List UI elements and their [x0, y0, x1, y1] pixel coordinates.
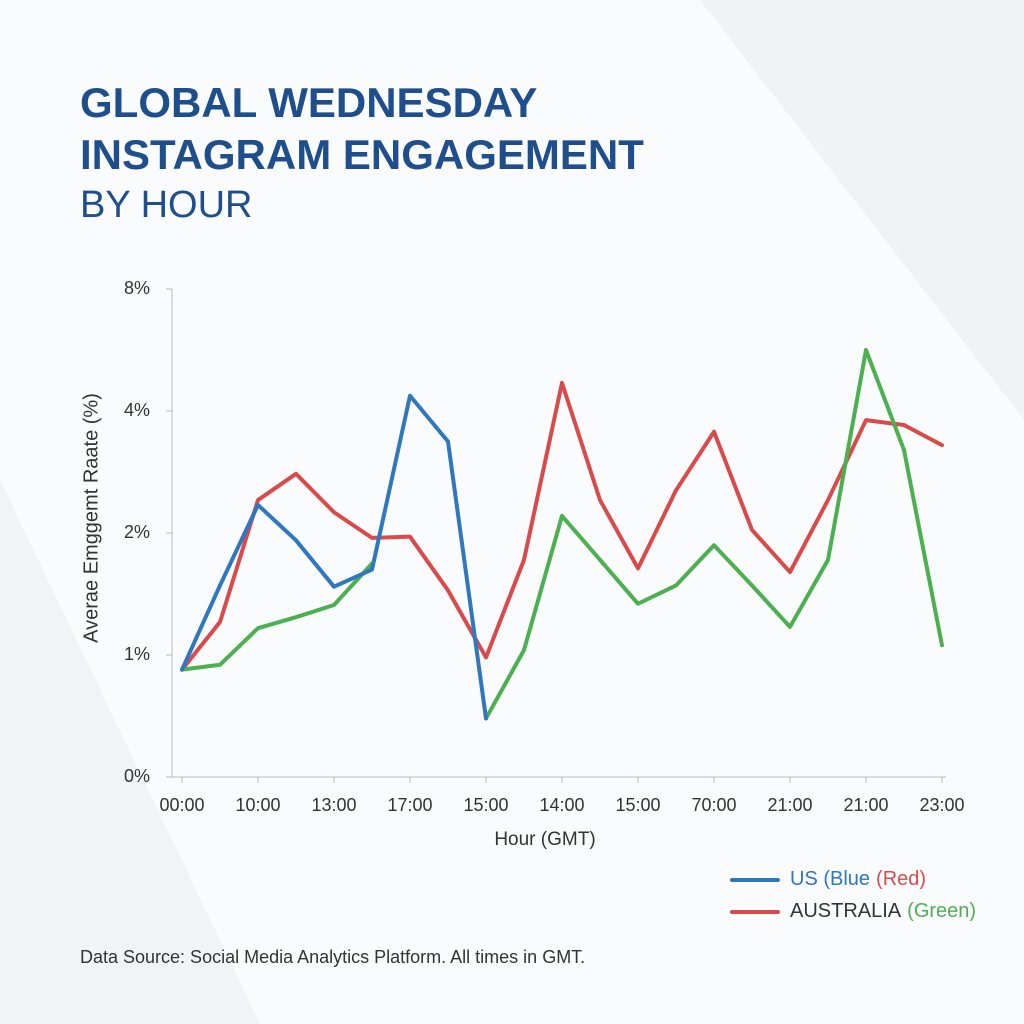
legend-text: (Red)	[876, 868, 926, 890]
chart-title: INSTAGRAM ENGAGEMENT	[80, 131, 644, 178]
y-tick-label: 4%	[124, 400, 150, 420]
x-tick-label: 23:00	[919, 795, 964, 815]
series-line	[180, 393, 488, 721]
legend-text: US (Blue	[790, 868, 870, 890]
y-axis-label: Averae Emggemt Raate (%)	[80, 393, 102, 643]
series-line	[180, 348, 944, 721]
x-axis-label: Hour (GMT)	[494, 829, 595, 850]
legend-text: AUSTRALIA	[790, 900, 902, 922]
title: GLOBAL WEDNESDAY INSTAGRAM ENGAGEMENT	[80, 79, 644, 178]
background-shape	[0, 480, 260, 1024]
y-tick-label: 2%	[124, 522, 150, 542]
x-tick-label: 70:00	[691, 795, 736, 815]
subtitle: BY HOUR	[80, 184, 252, 226]
x-tick-label: 21:00	[843, 795, 888, 815]
y-tick-label: 8%	[124, 278, 150, 298]
x-tick-label: 10:00	[235, 795, 280, 815]
chart-title: GLOBAL WEDNESDAY	[80, 79, 537, 126]
background-shape	[700, 0, 1024, 420]
source-note: Data Source: Social Media Analytics Plat…	[80, 947, 585, 967]
x-tick-label: 13:00	[311, 795, 356, 815]
legend-label: US (Blue (Red)	[790, 868, 926, 890]
series-line	[180, 380, 944, 672]
x-tick-label: 14:00	[539, 795, 584, 815]
legend-label: AUSTRALIA (Green)	[790, 900, 976, 922]
x-tick-label: 15:00	[615, 795, 660, 815]
y-tick-label: 1%	[124, 644, 150, 664]
legend-text: (Green)	[907, 900, 976, 922]
x-tick-label: 17:00	[387, 795, 432, 815]
x-tick-label: 21:00	[767, 795, 812, 815]
x-tick-label: 15:00	[463, 795, 508, 815]
x-tick-label: 00:00	[159, 795, 204, 815]
y-tick-label: 0%	[124, 766, 150, 786]
